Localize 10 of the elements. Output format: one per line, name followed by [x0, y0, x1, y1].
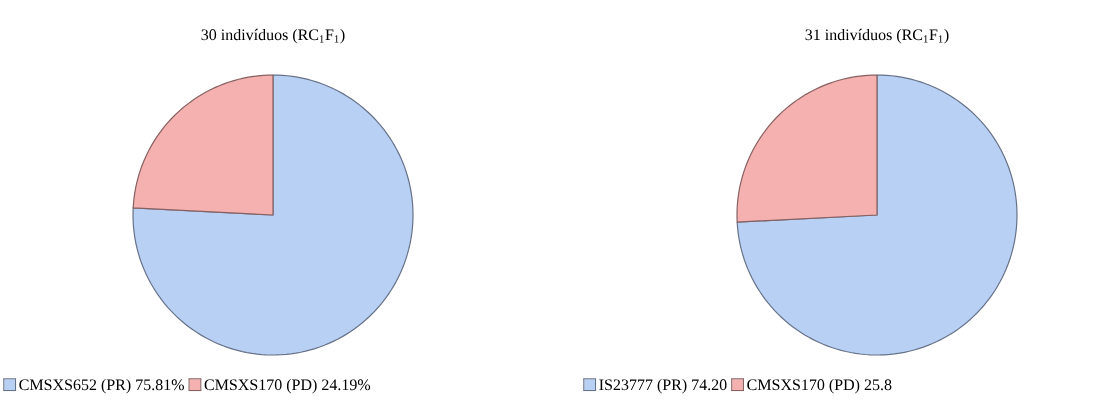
data-label: 24.19% — [322, 379, 371, 391]
data-label: 75.81% — [136, 379, 184, 391]
chart-title: 31 indivíduos (RC$_{1}$F$_{1}$) — [805, 28, 949, 44]
legend-label: CMSXS652 (PR) — [19, 378, 131, 394]
data-label: 74.20 — [692, 379, 727, 391]
legend-label: CMSXS170 (PD) — [204, 378, 317, 394]
legend-label: IS23777 (PR) — [599, 378, 687, 394]
legend-label: CMSXS170 (PD) — [747, 378, 860, 394]
data-label: 25.8 — [864, 379, 892, 391]
chart-title: 30 indivíduos (RC$_{1}$F$_{1}$) — [201, 28, 345, 44]
